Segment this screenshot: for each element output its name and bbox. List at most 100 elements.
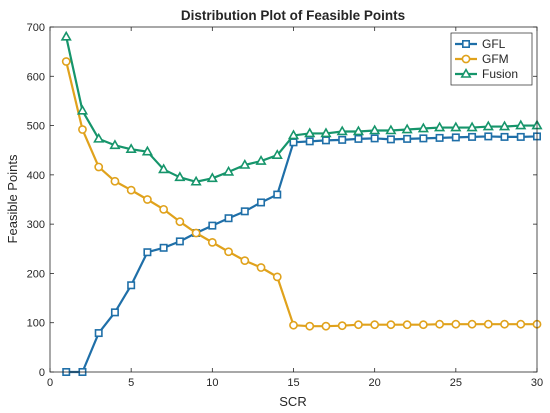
data-point-gfl xyxy=(273,190,282,199)
data-point-gfm xyxy=(272,272,282,282)
data-point-gfl xyxy=(370,134,379,143)
data-point-gfm xyxy=(418,320,428,330)
x-tick-label: 15 xyxy=(287,377,299,389)
data-point-gfm xyxy=(354,320,363,330)
data-point-fusion xyxy=(239,158,251,169)
data-point-gfm xyxy=(240,256,250,266)
x-tick-label: 30 xyxy=(531,377,543,389)
data-point-fusion xyxy=(125,143,137,154)
data-point-gfm xyxy=(516,319,526,329)
legend-item-gfm: GFM xyxy=(455,52,509,66)
data-point-fusion xyxy=(498,120,511,131)
data-point-fusion xyxy=(482,120,494,131)
data-point-gfm xyxy=(386,320,396,330)
legend-item-gfl: GFL xyxy=(455,37,506,51)
plot-frame xyxy=(49,26,538,373)
data-point-fusion xyxy=(515,119,527,130)
data-point-gfl xyxy=(143,248,152,257)
data-point-fusion xyxy=(434,121,446,132)
data-point-fusion xyxy=(109,139,121,150)
data-point-fusion xyxy=(174,171,186,182)
data-point-fusion xyxy=(222,165,235,176)
legend-marker-gfm xyxy=(461,54,471,64)
data-point-fusion xyxy=(336,125,348,136)
legend-marker-gfl xyxy=(461,39,470,48)
data-point-gfl xyxy=(451,133,460,142)
data-point-gfl xyxy=(338,135,347,144)
data-point-gfl xyxy=(403,134,412,143)
data-point-fusion xyxy=(385,124,397,135)
data-point-fusion xyxy=(352,125,365,136)
legend-item-fusion: Fusion xyxy=(455,67,518,81)
data-point-gfm xyxy=(500,319,509,329)
data-point-fusion xyxy=(304,127,316,138)
data-point-fusion xyxy=(466,121,478,132)
series-gfm xyxy=(61,57,542,331)
data-point-gfl xyxy=(257,198,266,207)
data-point-gfl xyxy=(435,133,444,142)
legend-label: GFM xyxy=(482,52,509,66)
x-tick-label: 0 xyxy=(47,377,53,389)
data-point-fusion xyxy=(190,175,202,186)
data-point-fusion xyxy=(401,123,413,134)
data-point-gfl xyxy=(159,243,168,252)
y-tick-label: 400 xyxy=(27,170,45,182)
data-point-fusion xyxy=(287,129,300,140)
data-point-gfm xyxy=(207,237,217,247)
data-point-gfm xyxy=(78,125,87,134)
y-tick-label: 200 xyxy=(27,268,45,280)
legend-marker-fusion xyxy=(460,67,472,78)
series-fusion xyxy=(60,30,543,186)
data-point-gfl xyxy=(208,221,217,230)
data-point-fusion xyxy=(369,124,381,135)
data-point-gfm xyxy=(224,247,233,257)
data-point-gfl xyxy=(175,237,184,246)
y-tick-label: 500 xyxy=(27,121,45,133)
data-point-gfl xyxy=(321,136,330,145)
data-point-gfl xyxy=(500,132,509,141)
y-tick-label: 300 xyxy=(27,219,45,231)
data-point-gfm xyxy=(337,321,347,331)
x-axis-label: SCR xyxy=(279,394,306,409)
y-tick-label: 600 xyxy=(27,71,45,83)
data-point-gfl xyxy=(419,134,428,143)
x-tick-label: 10 xyxy=(206,377,218,389)
legend-label: Fusion xyxy=(482,67,518,81)
data-point-gfm xyxy=(402,320,412,330)
data-point-gfm xyxy=(126,185,136,195)
data-point-gfl xyxy=(468,132,477,141)
data-point-gfl xyxy=(354,134,363,143)
data-point-gfm xyxy=(305,321,315,331)
data-point-fusion xyxy=(76,104,89,115)
data-point-gfl xyxy=(386,135,395,144)
data-point-gfm xyxy=(483,319,493,329)
data-point-gfl xyxy=(224,214,233,223)
data-point-fusion xyxy=(417,122,429,133)
data-point-gfm xyxy=(289,320,298,330)
data-point-fusion xyxy=(450,121,462,132)
data-point-gfm xyxy=(142,195,152,204)
y-tick-label: 100 xyxy=(27,318,45,330)
y-tick-label: 0 xyxy=(39,367,45,379)
data-point-gfl xyxy=(289,138,298,147)
x-tick-label: 20 xyxy=(369,377,381,389)
data-point-gfl xyxy=(305,137,314,146)
data-point-fusion xyxy=(320,127,332,138)
y-tick-label: 700 xyxy=(27,22,45,34)
x-tick-label: 5 xyxy=(128,377,134,389)
data-point-gfm xyxy=(467,319,477,329)
data-point-fusion xyxy=(141,145,153,156)
data-point-gfm xyxy=(191,228,201,238)
data-point-gfm xyxy=(256,263,266,272)
data-point-fusion xyxy=(93,132,105,143)
data-point-fusion xyxy=(206,172,218,183)
data-point-gfl xyxy=(516,132,525,141)
data-point-gfl xyxy=(110,308,119,317)
data-point-gfm xyxy=(451,319,461,329)
data-point-gfm xyxy=(61,57,71,66)
y-axis-label: Feasible Points xyxy=(5,154,20,243)
data-point-fusion xyxy=(271,149,283,159)
data-point-gfl xyxy=(94,329,103,338)
